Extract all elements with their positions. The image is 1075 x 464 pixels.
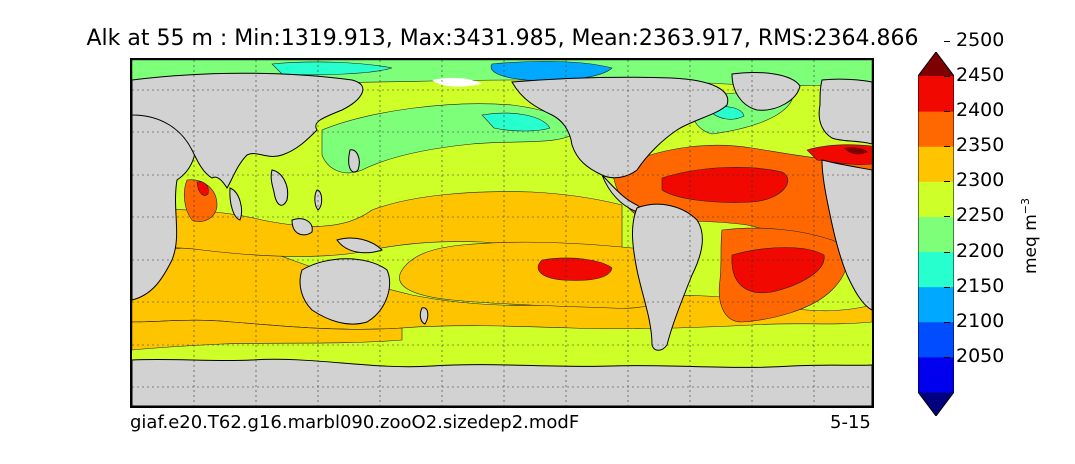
colorbar-segment	[918, 286, 954, 323]
colorbar-tick-mark	[944, 181, 950, 183]
map-title: Alk at 55 m : Min:1319.913, Max:3431.985…	[86, 26, 919, 51]
colorbar-segment	[918, 251, 954, 288]
colorbar-segment	[918, 216, 954, 253]
land-new-zealand	[419, 307, 429, 325]
colorbar-tick-label: 2050	[956, 344, 1005, 367]
land-borneo	[291, 218, 313, 236]
colorbar-tick-label: 2100	[956, 309, 1005, 332]
colorbar-segment	[918, 181, 954, 217]
land-japan	[348, 149, 360, 173]
arctic-blue	[490, 61, 613, 81]
land-masses	[132, 72, 872, 406]
south-pacific-band	[399, 241, 678, 309]
graticule	[132, 60, 872, 406]
colorbar-segment	[918, 392, 954, 416]
colorbar-segments	[918, 52, 954, 416]
south-pacific-red-core	[537, 257, 613, 281]
colorbar-tick-mark	[944, 286, 950, 288]
colorbar-unit-exp: −3	[1019, 198, 1033, 215]
period-caption: 5-15	[830, 412, 871, 433]
colorbar-tick-label: 2400	[956, 99, 1005, 122]
colorbar-tick-label: 2450	[956, 64, 1005, 86]
colorbar-segment	[918, 321, 954, 358]
colorbar-tick-label: 2350	[956, 134, 1005, 157]
colorbar-segment	[918, 111, 954, 147]
colorbar	[918, 52, 954, 416]
land-south-asia	[229, 187, 243, 221]
mediterranean-dark-red	[844, 147, 868, 155]
colorbar-segment	[918, 146, 954, 182]
map-canvas	[132, 60, 872, 406]
colorbar-segment	[918, 356, 954, 393]
colorbar-segment	[918, 52, 954, 76]
colorbar-tick-mark	[944, 146, 950, 148]
arctic-teal	[271, 61, 393, 76]
colorbar-tick-mark	[944, 321, 950, 323]
red-sea-red	[196, 181, 209, 196]
colorbar-tick-mark	[944, 356, 950, 358]
arabian-sea-orange	[183, 179, 218, 222]
colorbar-tick-mark	[944, 251, 950, 253]
land-australia	[299, 258, 391, 325]
colorbar-unit-base: meq m	[1020, 214, 1041, 274]
south-atlantic-red-core	[731, 247, 825, 294]
land-greenland	[731, 72, 801, 111]
colorbar-tick-label: 2150	[956, 274, 1005, 297]
land-new-guinea	[336, 237, 383, 254]
land-north-america	[511, 76, 729, 179]
colorbar-tick-label: 2300	[956, 169, 1005, 192]
land-africa-east	[821, 159, 872, 311]
north-atlantic-red-core	[661, 167, 789, 203]
colorbar-tick-mark	[944, 216, 950, 218]
land-eurasia	[132, 72, 364, 189]
colorbar-tick-label: 2250	[956, 204, 1005, 227]
ocean-map	[130, 58, 874, 408]
land-indochina	[270, 169, 289, 206]
case-name-caption: giaf.e20.T62.g16.marbl090.zooO2.sizedep2…	[130, 412, 580, 433]
land-europe	[818, 78, 872, 145]
colorbar-tick-mark	[944, 111, 950, 113]
colorbar-tick-label: 2200	[956, 239, 1005, 262]
colorbar-tick-mark	[944, 76, 950, 77]
colorbar-segment	[918, 76, 954, 112]
colorbar-tick-label: 2500	[956, 28, 1005, 51]
colorbar-unit-label: meq m−3	[1019, 198, 1041, 274]
colorbar-tick-mark	[944, 40, 950, 42]
land-antarctica	[132, 358, 872, 406]
bering-teal	[481, 112, 551, 132]
arctic-missing-data	[432, 77, 482, 87]
